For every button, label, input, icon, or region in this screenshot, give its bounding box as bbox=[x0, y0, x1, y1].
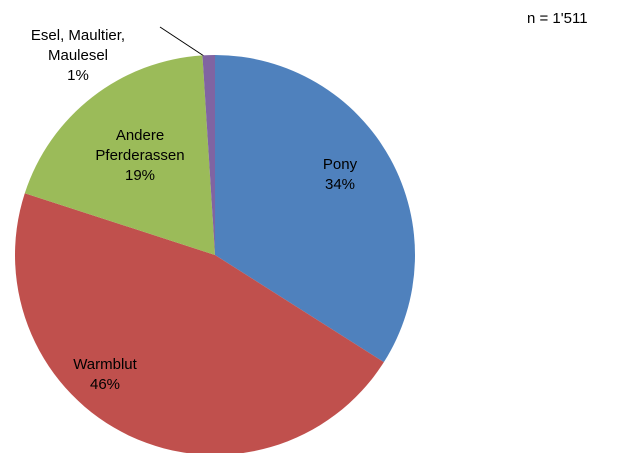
pie-slice bbox=[24, 55, 215, 255]
pie-slice bbox=[202, 55, 215, 255]
value-label: 19% bbox=[124, 167, 156, 184]
value-label: 34% bbox=[324, 176, 356, 193]
slice-label: Warmblut 46% bbox=[60, 355, 150, 395]
slice-label: Andere Pferderassen 19% bbox=[85, 126, 195, 186]
annotation: n = 1'511 bbox=[527, 10, 588, 27]
slice-label: Pony 34% bbox=[310, 155, 370, 195]
pie-slice bbox=[15, 193, 384, 453]
category-label: Esel, Maultier, Maulesel bbox=[30, 27, 126, 64]
category-label: Pony bbox=[322, 156, 358, 173]
slice-label: Esel, Maultier, Maulesel 1% bbox=[8, 26, 148, 86]
pie-slice bbox=[215, 55, 415, 363]
category-label: Warmblut bbox=[73, 356, 137, 373]
value-label: 1% bbox=[67, 67, 89, 84]
value-label: 46% bbox=[89, 376, 121, 393]
leader-line bbox=[159, 26, 208, 59]
category-label: Andere Pferderassen bbox=[95, 127, 185, 164]
